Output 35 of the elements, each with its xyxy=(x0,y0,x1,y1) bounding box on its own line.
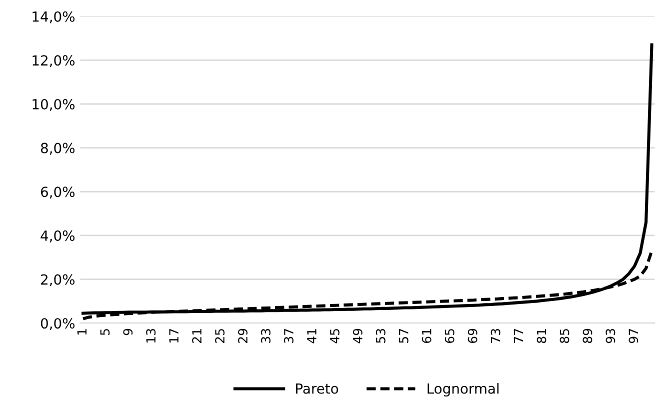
legend-label: Pareto xyxy=(296,383,338,394)
y-tick-label: 2,0% xyxy=(41,274,75,286)
x-tick-label: 53 xyxy=(376,328,386,343)
x-tick-label: 65 xyxy=(444,329,454,344)
y-tick-label: 8,0% xyxy=(40,142,75,155)
y-tick-label: 6,0% xyxy=(40,186,75,199)
x-tick-label: 13 xyxy=(146,328,156,343)
x-tick-label: 77 xyxy=(514,329,524,343)
y-tick-label: 10,0% xyxy=(32,98,75,111)
x-tick-label: 85 xyxy=(560,329,570,344)
y-tick-label: 0,0% xyxy=(40,318,75,330)
y-tick-label: 12,0% xyxy=(32,55,75,68)
x-tick-label: 17 xyxy=(169,329,178,343)
x-tick-label: 25 xyxy=(215,329,225,343)
x-tick-label: 49 xyxy=(352,328,362,344)
x-tick-label: 45 xyxy=(330,329,340,344)
x-tick-label: 41 xyxy=(307,329,316,344)
x-tick-label: 5 xyxy=(100,329,110,335)
legend-label: Lognormal xyxy=(428,383,499,396)
x-tick-label: 21 xyxy=(192,329,202,343)
x-tick-label: 93 xyxy=(606,328,616,344)
y-tick-label: 4,0% xyxy=(40,230,75,242)
x-tick-label: 29 xyxy=(238,328,248,343)
x-tick-label: 33 xyxy=(261,328,270,343)
x-tick-label: 1 xyxy=(77,329,86,335)
y-tick-label: 14,0% xyxy=(32,11,75,24)
x-tick-label: 73 xyxy=(490,328,500,343)
x-tick-label: 69 xyxy=(468,328,478,344)
x-tick-label: 37 xyxy=(284,329,294,343)
x-tick-label: 57 xyxy=(399,329,408,343)
x-tick-label: 81 xyxy=(536,329,546,344)
x-tick-label: 97 xyxy=(628,329,638,344)
x-tick-label: 61 xyxy=(422,329,432,344)
x-tick-label: 89 xyxy=(582,328,592,344)
x-tick-label: 9 xyxy=(123,328,133,336)
